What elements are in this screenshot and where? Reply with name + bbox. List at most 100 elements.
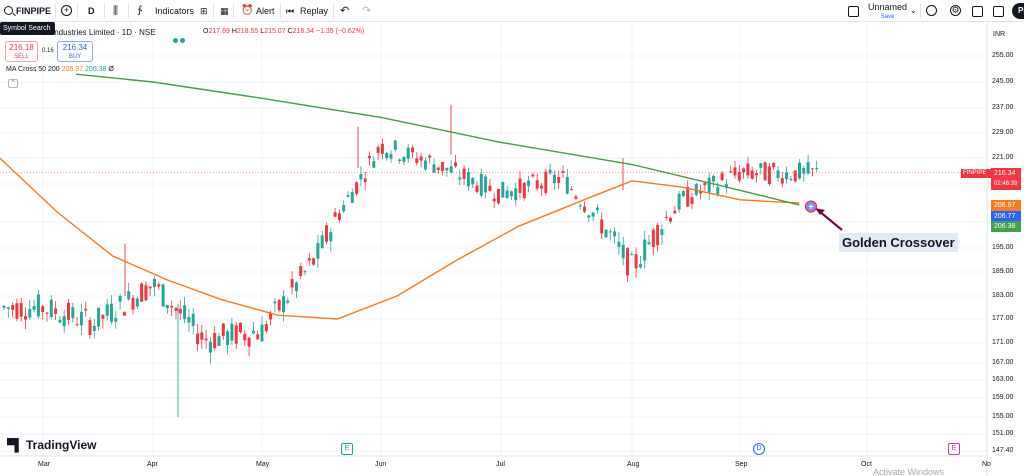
layout-name-button[interactable]: Unnamed Save [868, 2, 907, 22]
time-tick-label: May [256, 461, 270, 468]
price-tick-label: 255.00 [992, 52, 1014, 59]
ma-fast-value: 206.97 [61, 66, 84, 73]
toolbar-divider [233, 4, 234, 18]
sell-button[interactable]: 216.18 SELL [5, 41, 38, 62]
candle-down [101, 314, 105, 319]
candle-up [183, 305, 187, 319]
ma-indicator-legend[interactable]: MA Cross 50 200 206.97 206.38 Ø [6, 66, 114, 73]
candle-down [475, 185, 479, 192]
candle-up [402, 156, 406, 162]
candle-up [806, 162, 810, 174]
candle-up [613, 231, 617, 237]
chart-type-candles-icon[interactable]: ⫼ [113, 5, 119, 17]
candle-up [303, 271, 307, 273]
undo-icon[interactable]: ↶ [340, 5, 350, 17]
candle-up [681, 191, 685, 196]
price-tick-label: 177.00 [992, 315, 1014, 322]
candle-down [170, 305, 174, 308]
fullscreen-icon[interactable] [972, 6, 983, 17]
candle-up [135, 298, 139, 307]
candle-up [165, 304, 169, 309]
candle-up [110, 303, 113, 322]
dividend-event-icon[interactable]: D [753, 443, 765, 455]
candle-down [24, 316, 27, 320]
candle-down [277, 299, 281, 311]
buy-label: BUY [68, 54, 82, 60]
candle-up [71, 307, 75, 319]
buy-button[interactable]: 216.34 BUY [57, 41, 93, 62]
tradingview-logo[interactable]: ▀▌ TradingView [7, 438, 96, 452]
candle-down [256, 334, 260, 340]
layout-icon[interactable] [848, 6, 859, 17]
candle-up [161, 284, 165, 307]
candle-down [200, 332, 204, 340]
candle-down [699, 191, 703, 194]
currency-label[interactable]: INR [993, 31, 1006, 38]
candle-down [772, 162, 776, 168]
price-tick-label: 167.00 [992, 359, 1014, 366]
indicators-button[interactable]: Indicators [155, 6, 195, 16]
market-status-dots [173, 30, 187, 48]
earnings-event-icon[interactable]: E [341, 443, 353, 455]
interval-button[interactable]: D [88, 6, 95, 16]
alert-button[interactable]: Alert [256, 6, 275, 16]
symbol-search-button[interactable]: FINPIPE [0, 0, 54, 22]
time-tick-label: No [982, 461, 991, 468]
candle-up [49, 299, 53, 317]
camera-snapshot-icon[interactable] [993, 6, 1004, 17]
earnings-event-icon-upcoming[interactable]: E [948, 443, 960, 455]
candle-up [385, 152, 389, 159]
candle-up [294, 282, 298, 292]
bar-countdown-badge: 02:46:39 [991, 179, 1021, 190]
toolbar-divider [128, 4, 129, 18]
candle-up [798, 162, 801, 179]
candle-up [423, 160, 427, 170]
close-value: 216.34 [292, 28, 315, 35]
candle-up [802, 168, 806, 174]
indicator-templates-icon[interactable]: ⊞ [200, 6, 208, 16]
time-tick-label: Jun [375, 461, 387, 468]
candle-down [380, 143, 384, 154]
chart-legend-title[interactable]: Industries Limited · 1D · NSE [52, 28, 156, 37]
alarm-clock-icon[interactable]: ⏰ [241, 5, 254, 16]
candle-up [595, 207, 599, 211]
collapse-legend-chevron-icon[interactable]: ⌃ [8, 79, 18, 88]
settings-gear-icon[interactable]: ⚙ [950, 5, 961, 16]
time-tick-label: Sep [735, 461, 748, 468]
quick-search-icon[interactable] [926, 5, 937, 16]
price-chart[interactable]: + [0, 22, 1024, 476]
toolbar-divider [280, 4, 281, 18]
candle-down [436, 167, 440, 171]
indicators-icon[interactable]: ∱ [137, 5, 143, 16]
high-value: 218.55 [236, 28, 259, 35]
crossover-marker[interactable] [804, 200, 818, 213]
annotation-arrow-head [815, 208, 825, 215]
candle-up [105, 304, 109, 316]
layout-dropdown-chevron-icon[interactable]: ⌄ [910, 6, 917, 15]
candle-down [810, 168, 814, 170]
candle-down [497, 188, 500, 204]
compare-add-icon[interactable]: + [61, 5, 72, 16]
replay-icon[interactable]: ⏮ [286, 6, 295, 16]
candle-up [282, 296, 285, 313]
candle-down [307, 258, 311, 261]
price-tick-label: 229.00 [992, 129, 1014, 136]
candle-down [656, 224, 660, 246]
candle-down [729, 171, 733, 173]
candle-down [45, 312, 49, 314]
price-tick-label: 237.00 [992, 104, 1014, 111]
candle-up [501, 181, 505, 198]
templates-icon[interactable]: ▦ [220, 6, 229, 16]
crosshair-price-badge: 206.77 [991, 211, 1021, 222]
replay-button[interactable]: Replay [300, 6, 329, 16]
candle-up [484, 176, 488, 193]
candle-down [243, 333, 247, 341]
candle-down [733, 167, 737, 176]
golden-crossover-annotation: Golden Crossover [839, 233, 958, 252]
publish-button[interactable]: Pu [1012, 3, 1024, 19]
open-value: 217.69 [208, 28, 230, 35]
layout-save-label: Save [880, 14, 895, 20]
redo-icon[interactable]: ↷ [362, 5, 372, 17]
candle-up [479, 173, 483, 196]
candle-down [415, 158, 419, 164]
